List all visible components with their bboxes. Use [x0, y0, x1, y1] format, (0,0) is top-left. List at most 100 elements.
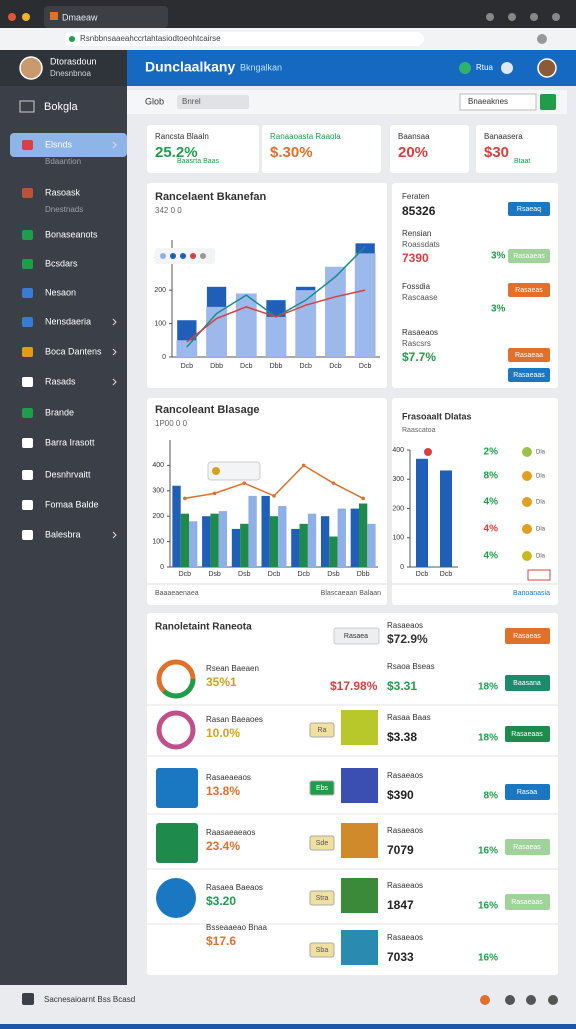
item-percent: 8%	[484, 471, 499, 482]
item-label: Dla	[536, 450, 546, 456]
thumbnail	[341, 768, 378, 803]
nav-icon	[22, 408, 33, 418]
button-label[interactable]: Rasaeas	[513, 844, 541, 851]
action-button[interactable]	[508, 348, 550, 362]
action-button[interactable]	[505, 726, 550, 742]
row-label: Rensian	[402, 229, 431, 238]
thumbnail	[341, 710, 378, 745]
action-button[interactable]	[505, 894, 550, 910]
action-button[interactable]	[508, 368, 550, 382]
action-button[interactable]	[505, 839, 550, 855]
item-icon	[522, 471, 532, 481]
button-label[interactable]: Rasaeaas	[511, 731, 543, 738]
action-button[interactable]	[508, 249, 550, 263]
nav-item[interactable]: Nesaon	[45, 287, 76, 297]
toolbar-search[interactable]	[177, 95, 249, 109]
nav-item[interactable]: Rasoask	[45, 187, 81, 197]
url-box[interactable]	[64, 32, 424, 46]
nav-item[interactable]: Brande	[45, 407, 74, 417]
window-control	[8, 13, 16, 21]
row-icon	[156, 878, 196, 918]
button-label[interactable]: Rasaeas	[513, 633, 541, 640]
item-label: Dla	[536, 500, 546, 506]
nav-item[interactable]: Elsnds	[45, 139, 73, 149]
nav-item[interactable]: Barra Irasott	[45, 437, 95, 447]
bar	[176, 340, 198, 357]
bar	[320, 516, 330, 567]
x-tick-label: Dcb	[240, 363, 253, 370]
toolbar-button[interactable]	[540, 94, 556, 110]
nav-item[interactable]: Bcsdars	[45, 258, 78, 268]
button-label[interactable]: Rasaea	[344, 633, 368, 640]
nav-subitem[interactable]: Dnestnads	[45, 205, 83, 214]
button-label[interactable]: Rasaeaa	[515, 352, 543, 359]
select[interactable]	[459, 93, 537, 111]
nav-chevron	[112, 348, 117, 356]
user-name: Dtorasdoun	[50, 56, 97, 66]
line-point	[212, 491, 217, 496]
tag-label: Stra	[316, 895, 329, 902]
header-icon	[459, 62, 471, 74]
nav-item[interactable]: Fomaa Balde	[45, 499, 99, 509]
nav-item[interactable]: Boca Dantens	[45, 346, 102, 356]
action-button[interactable]	[508, 283, 550, 297]
button-label[interactable]: Rsaeaq	[517, 206, 541, 213]
nav-icon	[22, 317, 33, 327]
nav-item[interactable]: Rasads	[45, 376, 76, 386]
window-control	[22, 13, 30, 21]
nav-item[interactable]: Nensdaeria	[45, 316, 91, 326]
x-tick-label: Dbb	[210, 363, 223, 370]
button-label[interactable]: Rasaeaas	[513, 372, 545, 379]
x-tick-label: Dsb	[208, 571, 221, 578]
nav-chevron	[112, 531, 117, 539]
nav-subitem[interactable]: Bdaantion	[45, 157, 81, 166]
row-side-label: Rasaa Baas	[387, 713, 431, 722]
y-tick-label: 100	[152, 538, 164, 545]
action-button[interactable]	[508, 202, 550, 216]
bar	[180, 513, 190, 567]
row-side-value: 1847	[387, 898, 414, 912]
chart-title: Rancelaent Bkanefan	[155, 191, 267, 203]
row-sublabel: Roassdats	[402, 240, 440, 249]
url: Rsnbbnsaaeahccrtahtasiodtoeohtcairse	[80, 34, 221, 43]
thumbnail	[341, 930, 378, 965]
action-button[interactable]	[505, 675, 550, 691]
donut	[156, 710, 196, 750]
button-label[interactable]: Rasaa	[517, 789, 537, 796]
line-point	[242, 481, 247, 485]
nav-chevron	[112, 141, 117, 149]
x-tick-label: Dcb	[440, 571, 453, 578]
tab-title: Dmaeaw	[62, 12, 98, 22]
toolbar-label: Glob	[145, 96, 164, 106]
action-button[interactable]	[505, 628, 550, 644]
item-percent: 4%	[484, 524, 499, 535]
bar	[325, 266, 346, 357]
window-control	[508, 13, 516, 21]
row-side-value: $3.31	[387, 679, 417, 693]
item-icon	[522, 447, 532, 457]
bar	[210, 513, 219, 567]
nav-item[interactable]: Bonaseanots	[45, 229, 98, 239]
bar	[350, 508, 359, 567]
line-point	[183, 496, 187, 501]
button-label[interactable]: Rasaaeas	[513, 253, 545, 260]
action-button[interactable]	[505, 784, 550, 800]
tab[interactable]	[44, 6, 168, 28]
button-label[interactable]: Rasaeas	[515, 287, 543, 294]
button-label[interactable]: Baasana	[513, 680, 541, 687]
bar	[354, 253, 376, 357]
row-side-value: $390	[387, 788, 414, 802]
x-tick-label: Dcb	[299, 363, 312, 370]
item-percent: 4%	[484, 551, 499, 562]
list-button[interactable]	[333, 627, 380, 645]
nav-icon	[22, 347, 33, 357]
row-label: Feraten	[402, 192, 430, 201]
legend-dot	[180, 253, 186, 259]
bar	[172, 485, 181, 567]
nav-item[interactable]: Balesbra	[45, 529, 81, 539]
nav-item[interactable]: Desnhrvaitt	[45, 469, 91, 479]
row-label: Rsean Baeaen	[206, 664, 259, 673]
nav-active	[10, 133, 127, 157]
x-tick-label: Dcb	[268, 571, 281, 578]
button-label[interactable]: Rasaeaas	[511, 899, 543, 906]
